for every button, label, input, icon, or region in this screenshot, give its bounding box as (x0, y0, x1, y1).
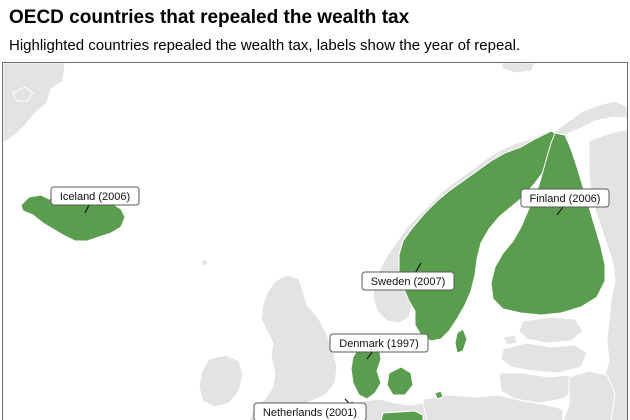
map-frame: Iceland (2006) Finland (2006) Sweden (20… (2, 62, 628, 420)
island-gotland (454, 328, 468, 354)
iceland-leader-line (84, 204, 90, 214)
map-title: OECD countries that repealed the wealth … (9, 7, 410, 28)
country-poland (422, 394, 564, 420)
country-uk (248, 274, 338, 420)
label-sweden: Sweden (2007) (361, 271, 455, 291)
label-finland: Finland (2006) (520, 188, 610, 208)
label-denmark-box (329, 333, 429, 353)
label-netherlands-text: Netherlands (2001) (263, 407, 357, 419)
country-estonia (518, 316, 584, 344)
label-denmark: Denmark (1997) (329, 333, 429, 353)
greenland-region (3, 63, 66, 144)
label-netherlands-box (253, 402, 367, 420)
island-saaremaa (502, 334, 518, 346)
country-latvia (500, 342, 588, 374)
label-iceland: Iceland (2006) (50, 186, 140, 206)
label-sweden-text: Sweden (2007) (371, 276, 446, 288)
sweden-leader-line (414, 262, 422, 274)
finland-leader-line (556, 206, 564, 216)
faroe-islands (200, 258, 209, 267)
label-iceland-box (50, 186, 140, 206)
label-sweden-box (361, 271, 455, 291)
label-denmark-text: Denmark (1997) (339, 338, 418, 350)
label-finland-text: Finland (2006) (530, 193, 601, 205)
label-finland-box (520, 188, 610, 208)
map-subtitle: Highlighted countries repealed the wealt… (9, 37, 521, 54)
country-netherlands-edge (380, 410, 424, 420)
island-bornholm (434, 390, 444, 400)
chart-header: OECD countries that repealed the wealth … (0, 0, 630, 62)
country-ireland (198, 354, 244, 408)
greenland-island-small (12, 86, 34, 102)
arctic-island (500, 63, 536, 74)
country-belarus (562, 370, 616, 420)
island-zealand (386, 366, 414, 396)
label-iceland-text: Iceland (2006) (60, 191, 130, 203)
gulf-of-bothnia (477, 209, 517, 279)
map-svg: Iceland (2006) Finland (2006) Sweden (20… (3, 63, 627, 420)
label-netherlands: Netherlands (2001) (253, 402, 367, 420)
